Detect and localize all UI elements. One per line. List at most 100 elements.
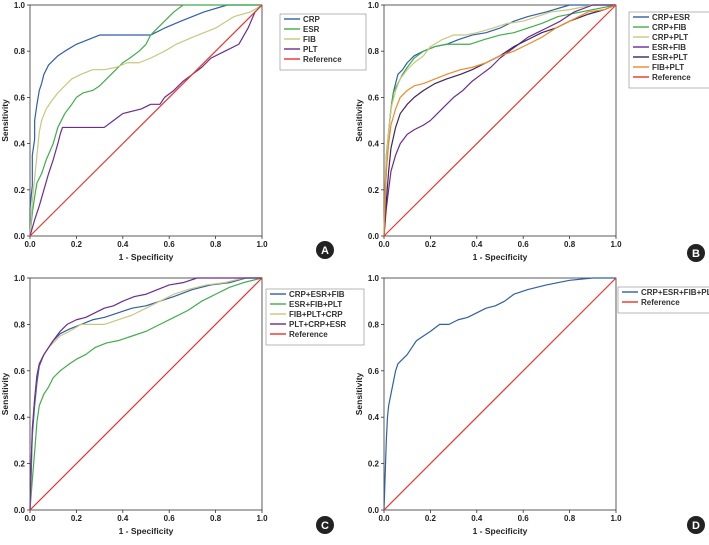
legend-label-esr: ESR xyxy=(303,25,320,34)
panel-badge-label: A xyxy=(321,245,329,257)
legend-label-esr-plt: ESR+PLT xyxy=(652,53,688,62)
legend-label-plt-crp-esr: PLT+CRP+ESR xyxy=(289,320,346,329)
series-line-esr-fib-plt xyxy=(29,277,263,511)
x-tick-label: 1.0 xyxy=(610,514,622,523)
series-line-reference xyxy=(383,4,617,237)
x-tick-label: 1.0 xyxy=(610,240,622,249)
y-tick-label: 0.6 xyxy=(368,93,380,102)
y-tick-label: 1.0 xyxy=(368,1,380,10)
x-tick-label: 0.6 xyxy=(518,514,530,523)
roc-panel-d: 0.0 0.2 0.4 0.6 0.8 1.0 0.0 0.2 0.4 0.6 0.8 1.0 1 - … xyxy=(354,274,709,536)
y-tick-label: 0.2 xyxy=(368,186,380,195)
y-tick-label: 0.8 xyxy=(14,320,26,329)
y-tick-label: 0.6 xyxy=(14,367,26,376)
series-line-reference xyxy=(383,277,617,511)
y-tick-label: 0.0 xyxy=(368,232,380,241)
series-line-fib-plt xyxy=(383,4,617,237)
legend-label-fib-plt-crp: FIB+PLT+CRP xyxy=(289,310,343,319)
y-tick-label: 0.8 xyxy=(14,47,26,56)
x-axis-label: 1 - Specificity xyxy=(473,252,528,262)
y-tick-label: 0.0 xyxy=(368,506,380,515)
x-tick-label: 0.4 xyxy=(471,514,483,523)
y-tick-label: 1.0 xyxy=(14,274,26,283)
series-line-crp-esr-fib-plt xyxy=(383,277,616,511)
y-tick-label: 0.2 xyxy=(14,186,26,195)
x-tick-label: 0.0 xyxy=(378,514,390,523)
x-tick-label: 0.4 xyxy=(471,240,483,249)
x-tick-label: 0.2 xyxy=(71,240,83,249)
y-axis-label: Sensitivity xyxy=(354,372,364,415)
series-line-fib xyxy=(29,4,263,237)
panel-badge-label: D xyxy=(692,520,700,532)
x-axis-label: 1 - Specificity xyxy=(473,526,528,536)
panel-badge xyxy=(687,516,705,534)
y-tick-label: 0.4 xyxy=(14,140,26,149)
series-line-crp xyxy=(29,4,262,236)
y-axis-label: Sensitivity xyxy=(354,99,364,142)
legend-label-reference: Reference xyxy=(652,73,691,82)
y-tick-label: 0.2 xyxy=(368,460,380,469)
x-tick-label: 0.6 xyxy=(164,240,176,249)
legend-label-fib: FIB xyxy=(303,35,316,44)
legend-label-crp-esr-fib: CRP+ESR+FIB xyxy=(289,290,345,299)
legend-label-reference: Reference xyxy=(303,55,342,64)
legend-label-crp: CRP xyxy=(303,15,321,24)
series-line-esr xyxy=(29,4,262,237)
series-line-reference xyxy=(29,277,263,511)
roc-panel-a: 0.0 0.2 0.4 0.6 0.8 1.0 0.0 0.2 0.4 0.6 0.8 1.0 1 - … xyxy=(0,1,367,262)
panel-badge-label: B xyxy=(692,248,700,260)
legend-label-esr-fib: ESR+FIB xyxy=(652,43,686,52)
y-tick-label: 0.6 xyxy=(368,367,380,376)
x-tick-label: 0.0 xyxy=(24,514,36,523)
y-tick-label: 0.8 xyxy=(368,47,380,56)
panel-badge xyxy=(316,516,334,534)
legend-box xyxy=(265,288,365,346)
panel-badge-label: C xyxy=(321,520,329,532)
legend-box xyxy=(279,13,367,71)
x-tick-label: 0.0 xyxy=(378,240,390,249)
y-tick-label: 0.8 xyxy=(368,320,380,329)
y-axis-label: Sensitivity xyxy=(0,99,10,142)
x-tick-label: 0.8 xyxy=(210,240,222,249)
y-tick-label: 0.2 xyxy=(14,460,26,469)
roc-panel-c: 0.0 0.2 0.4 0.6 0.8 1.0 0.0 0.2 0.4 0.6 0.8 1.0 1 - … xyxy=(0,274,365,536)
x-tick-label: 1.0 xyxy=(256,514,268,523)
panel-badge xyxy=(316,241,334,259)
x-tick-label: 0.6 xyxy=(518,240,530,249)
x-tick-label: 0.2 xyxy=(425,240,437,249)
y-tick-label: 0.4 xyxy=(368,140,380,149)
y-tick-label: 0.0 xyxy=(14,506,26,515)
panel-badge xyxy=(687,244,705,262)
y-tick-label: 1.0 xyxy=(368,274,380,283)
x-tick-label: 0.8 xyxy=(564,240,576,249)
x-axis-label: 1 - Specificity xyxy=(119,526,174,536)
x-tick-label: 1.0 xyxy=(256,240,268,249)
y-tick-label: 1.0 xyxy=(14,1,26,10)
x-tick-label: 0.0 xyxy=(24,240,36,249)
x-axis-label: 1 - Specificity xyxy=(119,252,174,262)
y-tick-label: 0.4 xyxy=(368,413,380,422)
x-tick-label: 0.2 xyxy=(425,514,437,523)
roc-panel-b: 0.0 0.2 0.4 0.6 0.8 1.0 0.0 0.2 0.4 0.6 0.8 1.0 1 - … xyxy=(354,1,709,262)
y-tick-label: 0.4 xyxy=(14,413,26,422)
legend-label-crp-esr-fib-plt: CRP+ESR+FIB+PLT xyxy=(641,288,709,297)
series-line-plt-crp-esr xyxy=(29,277,262,511)
legend-label-fib-plt: FIB+PLT xyxy=(652,63,684,72)
series-line-reference xyxy=(29,4,263,237)
series-line-crp-plt xyxy=(383,4,616,237)
legend-label-plt: PLT xyxy=(303,45,318,54)
series-line-crp-esr-fib xyxy=(29,277,262,511)
y-axis-label: Sensitivity xyxy=(0,372,10,415)
legend-label-reference: Reference xyxy=(289,330,328,339)
x-tick-label: 0.4 xyxy=(117,514,129,523)
legend-label-reference: Reference xyxy=(641,298,680,307)
x-tick-label: 0.8 xyxy=(210,514,222,523)
legend-label-crp-plt: CRP+PLT xyxy=(652,33,688,42)
series-line-plt xyxy=(29,4,263,237)
legend-label-esr-fib-plt: ESR+FIB+PLT xyxy=(289,300,342,309)
y-tick-label: 0.0 xyxy=(14,232,26,241)
legend-label-crp-esr: CRP+ESR xyxy=(652,13,690,22)
legend-box xyxy=(628,11,709,89)
